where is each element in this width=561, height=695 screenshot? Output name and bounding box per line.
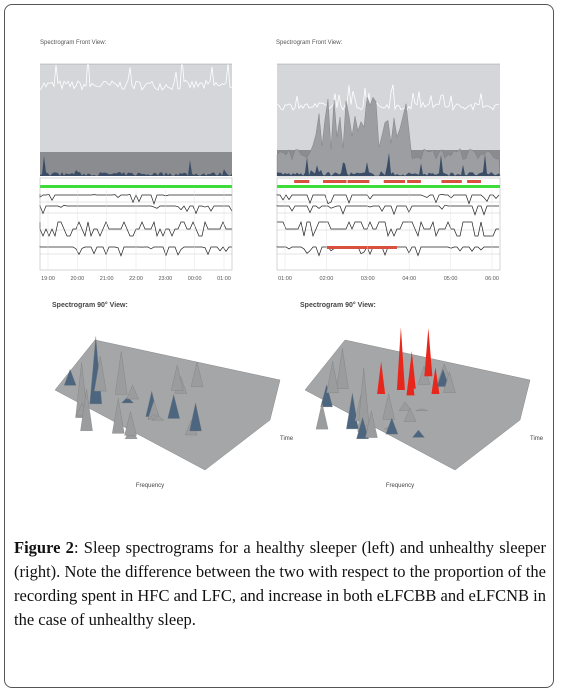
x-tick-label: 01:00: [278, 276, 292, 282]
axis-label: Time: [530, 436, 544, 442]
x-tick-label: 03:00: [361, 276, 375, 282]
surface-peak: [336, 348, 349, 389]
event-bar: [294, 180, 310, 183]
event-bar: [383, 180, 406, 183]
signal-bar: [277, 185, 500, 188]
surface-peak: [190, 362, 204, 387]
lfc-band: [40, 152, 232, 176]
x-tick-label: 19:00: [41, 276, 55, 282]
panel-title: Spectrogram 90° View:: [300, 301, 376, 309]
event-bar: [441, 180, 462, 183]
surface-peak: [189, 402, 202, 432]
event-bar: [467, 180, 481, 183]
hypnogram-trace: [39, 220, 232, 238]
surface-peak: [315, 402, 329, 430]
surface-peak-red: [396, 327, 405, 390]
surface-peak: [436, 368, 450, 387]
surface-peak: [398, 401, 412, 411]
hypnogram-trace: [276, 246, 499, 257]
x-tick-label: 05:00: [444, 276, 458, 282]
surface-peak-red: [424, 328, 433, 377]
surface-peak: [121, 396, 134, 404]
x-tick-label: 02:00: [320, 276, 334, 282]
surface-peak: [126, 384, 139, 400]
dark-spikes: [277, 152, 500, 176]
event-bar: [407, 180, 421, 183]
x-tick-label: 04:00: [402, 276, 416, 282]
panel-title: Spectrogram 90° View:: [52, 301, 128, 309]
event-bar: [323, 180, 347, 183]
hypnogram-trace: [276, 194, 500, 205]
surface-base: [54, 339, 281, 471]
surface-peak: [80, 389, 93, 431]
panel-title: Spectrogram Front View:: [276, 40, 343, 46]
hypnogram-trace: [276, 204, 499, 216]
event-bar: [327, 246, 397, 249]
surface-peak: [112, 398, 125, 434]
axis-label: Time: [280, 436, 294, 442]
axis-label: Frequency: [136, 483, 164, 489]
hypnogram-trace: [39, 246, 232, 257]
surface-peak: [171, 364, 184, 391]
figure-frame: [4, 4, 554, 688]
surface-peak: [443, 371, 456, 393]
caption: Figure 2: Sleep spectrograms for a healt…: [14, 536, 546, 632]
caption-text: : Sleep spectrograms for a healthy sleep…: [14, 538, 546, 629]
surface-peak: [167, 394, 180, 419]
caption-label: Figure 2: [14, 538, 74, 557]
lfc-region: [276, 96, 501, 177]
surface-peak: [412, 429, 425, 438]
dark-spikes: [40, 155, 232, 176]
surface-peak: [356, 416, 369, 439]
x-tick-label: 06:00: [485, 276, 499, 282]
surface-peak: [115, 351, 128, 395]
surface-peak: [320, 384, 333, 407]
surface-peak-red: [377, 361, 386, 395]
surface-peak: [326, 361, 339, 393]
hypnogram-trace: [277, 220, 499, 238]
surface-peak-red: [406, 363, 415, 396]
surface-peak: [403, 407, 417, 422]
x-tick-label: 23:00: [158, 276, 172, 282]
signal-bar: [40, 185, 232, 188]
surface-base: [304, 339, 531, 471]
surface-peak: [124, 411, 137, 436]
surface-peak: [382, 393, 395, 420]
hypnogram-trace: [39, 194, 232, 206]
event-bar: [347, 180, 370, 183]
surface-peak-red: [431, 367, 440, 394]
x-tick-label: 21:00: [100, 276, 114, 282]
x-tick-label: 22:00: [129, 276, 143, 282]
surface-peak: [365, 411, 378, 438]
surface-peak: [415, 408, 428, 411]
surface-peak: [151, 415, 165, 421]
surface-peak: [94, 355, 107, 392]
surface-peak: [63, 369, 77, 386]
axis-label: Frequency: [386, 483, 414, 489]
panel-border: [276, 177, 501, 271]
figure: Spectrogram Front View: Spectrogram Fron…: [39, 40, 544, 489]
surface-peak: [385, 417, 399, 435]
x-tick-label: 00:00: [188, 276, 202, 282]
x-tick-label: 20:00: [70, 276, 84, 282]
x-tick-label: 01:00: [217, 276, 231, 282]
hypnogram-trace: [39, 204, 233, 215]
panel-title: Spectrogram Front View:: [40, 40, 107, 46]
hfc-trace: [39, 57, 233, 91]
hfc-trace: [276, 84, 500, 112]
